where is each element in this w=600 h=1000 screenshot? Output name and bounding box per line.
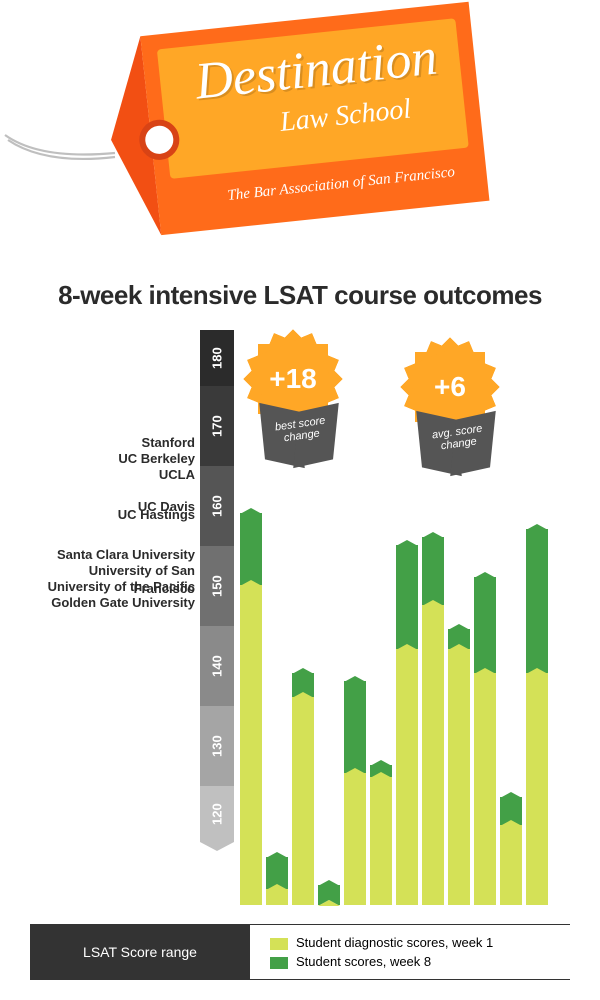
swatch-week1 xyxy=(270,938,288,950)
bar-week1 xyxy=(474,673,496,905)
bar-week1 xyxy=(266,889,288,905)
logo-tag: Destination Law School The Bar Associati… xyxy=(30,20,490,250)
bar-week1 xyxy=(370,777,392,905)
bar-week1 xyxy=(448,649,470,905)
swatch-week8 xyxy=(270,957,288,969)
bar-week1 xyxy=(292,697,314,905)
school-label: Golden Gate University xyxy=(30,594,195,612)
school-label: Santa Clara University xyxy=(30,546,195,564)
bar-week1 xyxy=(422,605,444,905)
tag-body: Destination Law School The Bar Associati… xyxy=(101,1,500,240)
bar-week1 xyxy=(526,673,548,905)
legend: LSAT Score range Student diagnostic scor… xyxy=(30,924,570,980)
y-axis-segment: 180 xyxy=(200,330,234,386)
legend-week1: Student diagnostic scores, week 1 xyxy=(270,935,570,950)
y-axis-segment: 130 xyxy=(200,706,234,786)
legend-week8-label: Student scores, week 8 xyxy=(296,954,431,969)
bar-week1 xyxy=(240,585,262,905)
y-axis-segment: 170 xyxy=(200,386,234,466)
school-label: University of the Pacific xyxy=(30,578,195,596)
y-axis-segment: 140 xyxy=(200,626,234,706)
legend-week8: Student scores, week 8 xyxy=(270,954,570,969)
legend-axis-label: LSAT Score range xyxy=(30,925,250,979)
school-label: Stanford xyxy=(30,434,195,452)
legend-week1-label: Student diagnostic scores, week 1 xyxy=(296,935,493,950)
chart-title: 8-week intensive LSAT course outcomes xyxy=(0,280,600,311)
school-label: UCLA xyxy=(30,466,195,484)
y-axis-segment: 160 xyxy=(200,466,234,546)
y-axis-segment: 150 xyxy=(200,546,234,626)
bar-week1 xyxy=(500,825,522,905)
best-score-badge: +18best score change xyxy=(248,334,338,424)
bar-week1 xyxy=(396,649,418,905)
school-label: UC Hastings xyxy=(30,506,195,524)
bar-week1 xyxy=(344,773,366,905)
ribbon-icon: avg. score change xyxy=(419,416,507,482)
ribbon-icon: best score change xyxy=(262,408,350,474)
y-axis: 180170160150140130120 xyxy=(200,330,234,905)
y-axis-segment: 120 xyxy=(200,786,234,842)
school-label: UC Berkeley xyxy=(30,450,195,468)
avg-score-badge: +6avg. score change xyxy=(405,342,495,432)
